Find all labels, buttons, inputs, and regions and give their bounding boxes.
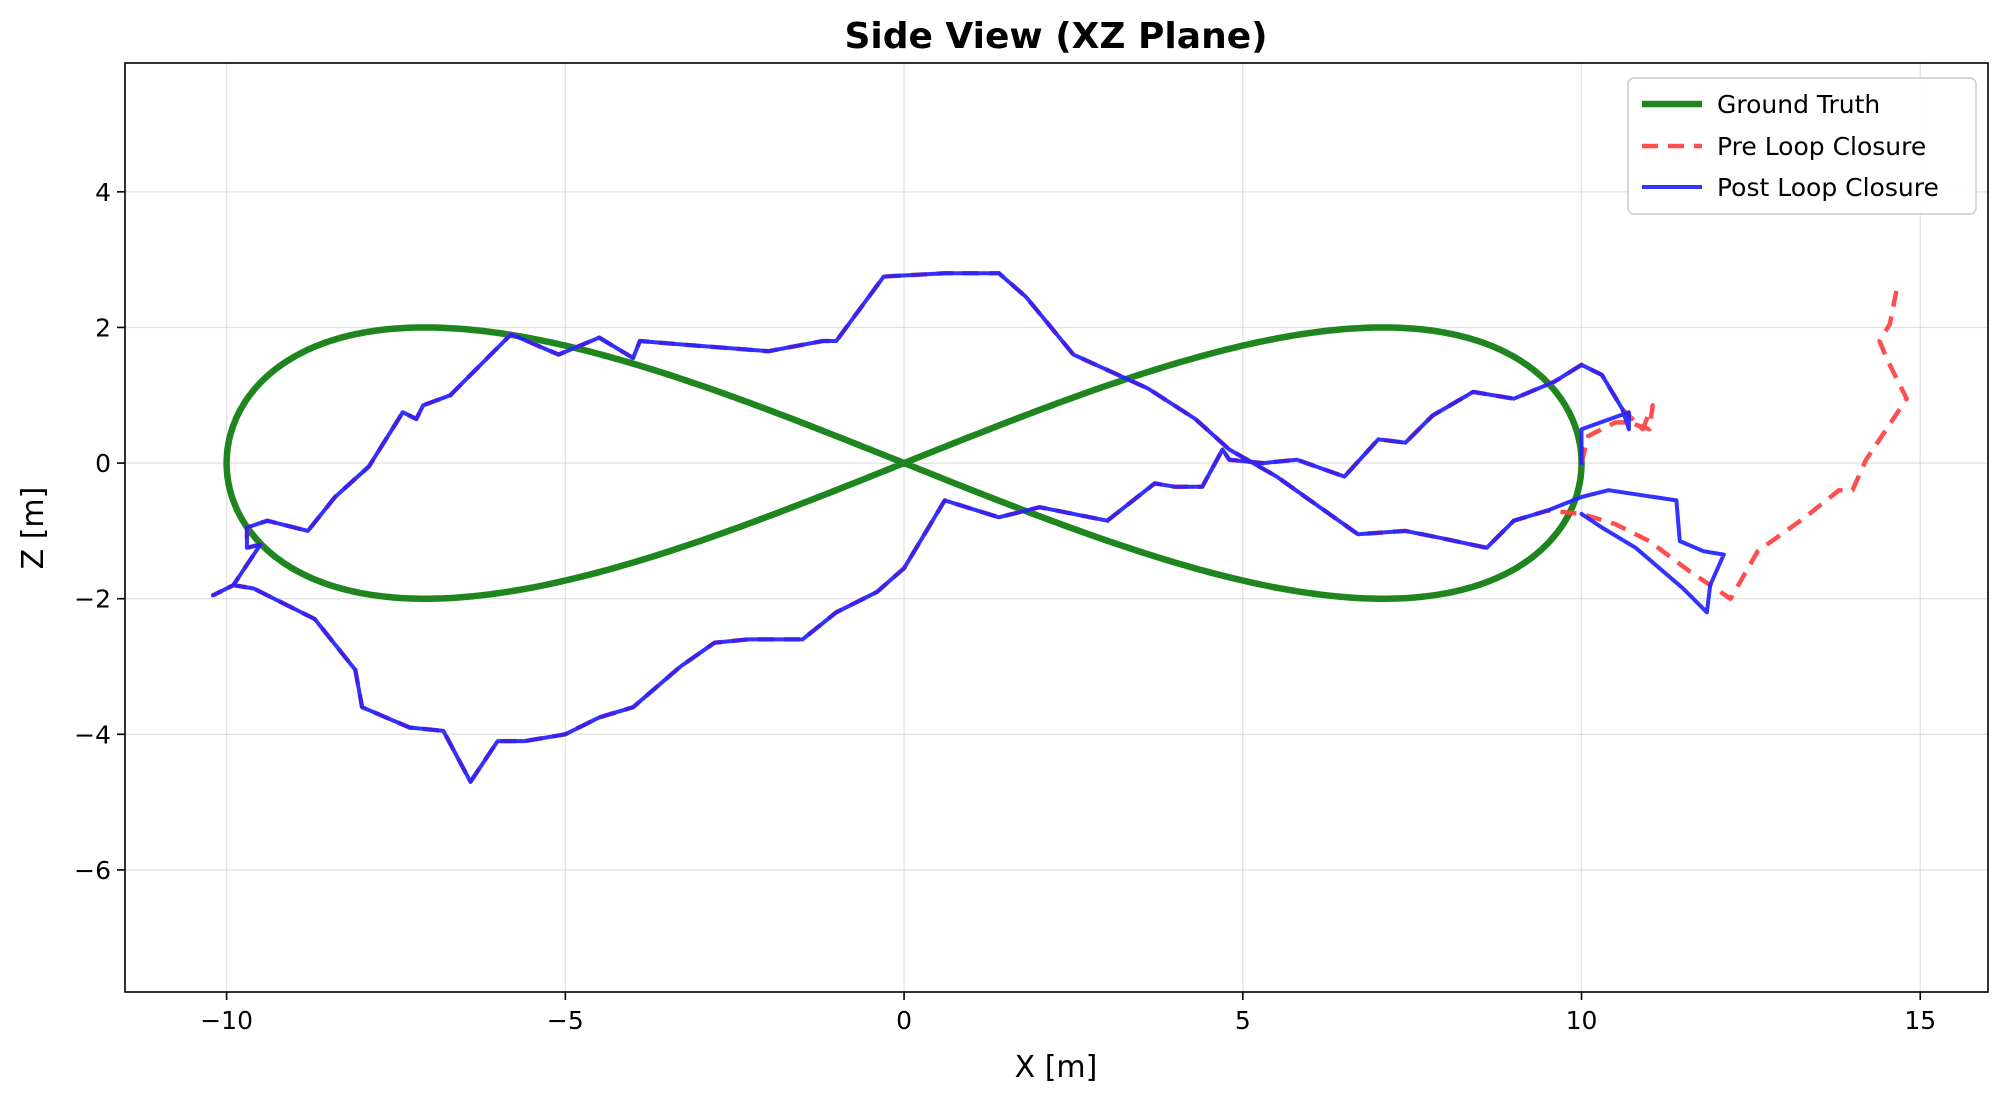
axis-ticks: −10 −5 0 5 10 15 −6 −4 −2 0 2 4 xyxy=(74,178,1936,1035)
x-tick-label-0: 0 xyxy=(896,1006,912,1035)
x-tick-label-neg5: −5 xyxy=(547,1006,584,1035)
series-line-post-loop-closure xyxy=(211,271,1726,784)
legend: Ground Truth Pre Loop Closure Post Loop … xyxy=(1627,77,1977,215)
y-tick-label-2: 2 xyxy=(95,313,111,342)
x-axis-label: X [m] xyxy=(1015,1050,1098,1085)
plot-area xyxy=(210,270,1909,785)
y-tick-label-neg2: −2 xyxy=(74,585,111,614)
series-layer xyxy=(210,270,1909,785)
series-line-ground-truth xyxy=(223,324,1585,602)
x-tick-label-neg10: −10 xyxy=(200,1006,253,1035)
y-tick-label-neg4: −4 xyxy=(74,720,111,749)
legend-box xyxy=(1627,77,1977,215)
plot-frame xyxy=(124,62,1989,993)
x-tick-label-5: 5 xyxy=(1235,1006,1251,1035)
legend-label-ground-truth: Ground Truth xyxy=(1717,90,1880,119)
legend-label-pre-loop-closure: Pre Loop Closure xyxy=(1717,132,1926,161)
chart-title: Side View (XZ Plane) xyxy=(844,16,1267,57)
x-tick-label-15: 15 xyxy=(1904,1006,1936,1035)
legend-label-post-loop-closure: Post Loop Closure xyxy=(1717,173,1939,202)
y-axis-label: Z [m] xyxy=(16,487,51,570)
y-tick-label-0: 0 xyxy=(95,449,111,478)
y-tick-label-4: 4 xyxy=(95,178,111,207)
x-tick-label-10: 10 xyxy=(1566,1006,1598,1035)
y-tick-label-neg6: −6 xyxy=(74,856,111,885)
